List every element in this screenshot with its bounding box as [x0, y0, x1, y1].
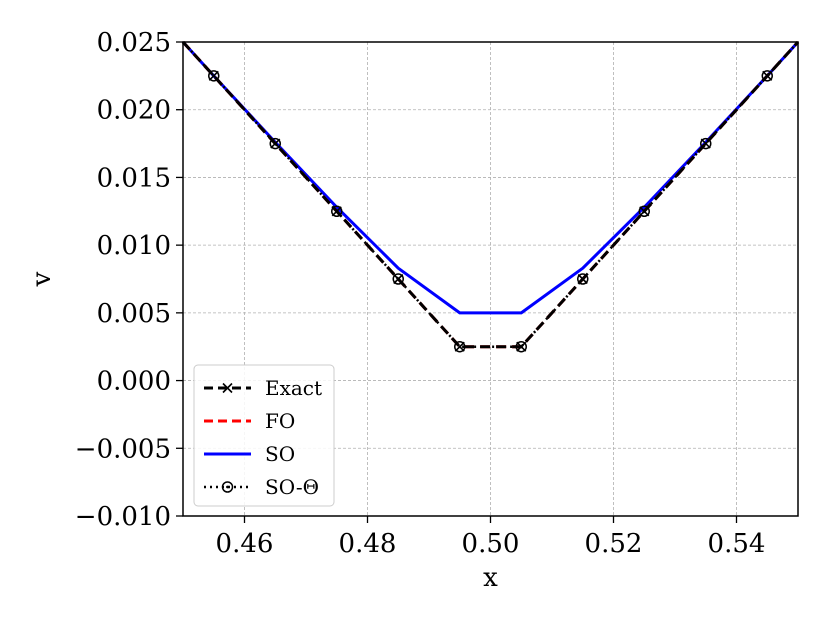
circle-marker-dot — [581, 277, 585, 281]
circle-marker — [700, 137, 712, 150]
x-tick-label: 0.46 — [216, 529, 274, 559]
circle-marker — [221, 481, 234, 493]
x-tick-label: 0.48 — [339, 529, 397, 559]
series-line-so- — [182, 41, 799, 348]
y-tick-label: −0.005 — [75, 434, 171, 464]
circle-marker — [761, 70, 773, 82]
circle-marker-dot — [704, 142, 708, 145]
legend-label: FO — [265, 409, 295, 433]
y-tick-label: −0.010 — [75, 502, 171, 532]
x-tick-label: 0.52 — [585, 529, 643, 559]
legend-label: SO — [265, 442, 295, 466]
y-tick-label: 0.020 — [97, 96, 171, 126]
circle-marker — [454, 340, 466, 353]
series-group — [181, 40, 800, 353]
circle-marker — [331, 205, 343, 218]
circle-marker — [208, 70, 220, 82]
circle-marker — [269, 137, 281, 150]
y-tick-label: 0.010 — [97, 231, 171, 261]
circle-marker — [515, 340, 527, 353]
legend-label: Exact — [265, 376, 322, 400]
x-tick-label: 0.50 — [462, 529, 520, 559]
circle-marker-dot — [765, 74, 769, 78]
legend-label: SO-Θ — [265, 475, 319, 499]
circle-marker-dot — [396, 277, 400, 281]
ticks: 0.46 0.48 0.50 0.52 0.54 −0.010 −0.005 0.000 0.0… — [75, 28, 766, 559]
y-tick-label: 0.015 — [97, 163, 171, 193]
x-marker — [222, 382, 233, 394]
circle-marker-dot — [642, 209, 646, 213]
circle-marker-dot — [519, 345, 523, 349]
circle-marker — [577, 273, 589, 285]
x-axis-label: x — [483, 563, 498, 593]
y-tick-label: 0.025 — [97, 28, 171, 58]
circle-marker-dot — [458, 345, 462, 349]
circle-marker-dot — [273, 142, 277, 145]
y-axis-label: v — [27, 271, 57, 287]
y-tick-label: 0.005 — [97, 299, 171, 329]
circle-marker-dot — [335, 209, 339, 213]
circle-marker — [392, 273, 404, 285]
y-tick-label: 0.000 — [97, 367, 171, 397]
legend-box — [193, 364, 335, 507]
legend: Exact FO SO SO-Θ — [193, 364, 335, 507]
circle-marker — [638, 205, 650, 218]
circle-marker-dot — [212, 74, 216, 78]
circle-marker-dot — [226, 485, 229, 489]
x-tick-label: 0.54 — [708, 529, 766, 559]
